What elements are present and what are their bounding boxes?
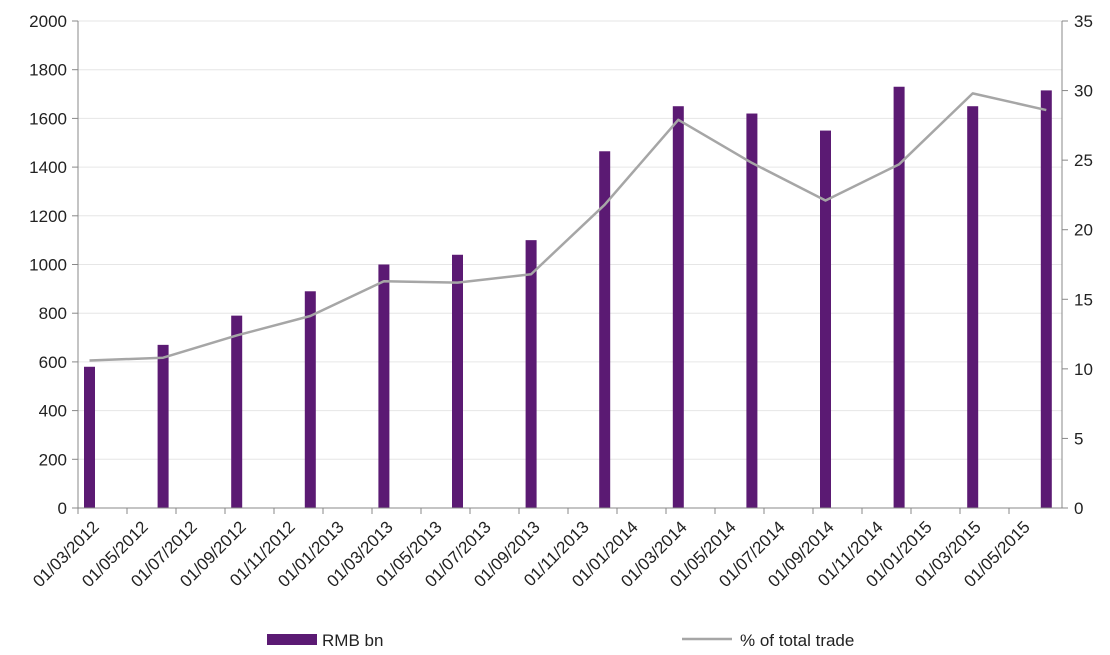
right-tick-label: 25 xyxy=(1074,151,1093,170)
right-tick-label: 5 xyxy=(1074,429,1083,448)
gridlines xyxy=(78,20,1062,460)
legend-item-bar: RMB bn xyxy=(267,631,383,650)
legend: RMB bn % of total trade xyxy=(267,631,854,650)
bar xyxy=(599,151,611,508)
x-axis-ticks: 01/03/201201/05/201201/07/201201/09/2012… xyxy=(29,508,1034,591)
bar xyxy=(1040,90,1052,509)
legend-bar-label: RMB bn xyxy=(322,631,383,650)
left-tick-label: 2000 xyxy=(29,12,67,31)
right-axis-ticks: 0 5 10 15 20 25 30 35 xyxy=(1062,12,1093,518)
left-tick-label: 1400 xyxy=(29,158,67,177)
left-tick-label: 200 xyxy=(39,450,67,469)
bar xyxy=(672,106,684,508)
left-tick-label: 1600 xyxy=(29,109,67,128)
right-tick-label: 0 xyxy=(1074,499,1083,518)
left-tick-label: 1000 xyxy=(29,256,67,275)
right-tick-label: 30 xyxy=(1074,82,1093,101)
right-tick-label: 15 xyxy=(1074,290,1093,309)
right-tick-label: 35 xyxy=(1074,12,1093,31)
bar xyxy=(378,264,390,508)
left-tick-label: 1200 xyxy=(29,207,67,226)
legend-line-label: % of total trade xyxy=(740,631,854,650)
bar xyxy=(893,86,905,509)
bar xyxy=(967,106,979,508)
legend-bar-swatch xyxy=(267,634,317,645)
bar xyxy=(157,344,169,508)
right-tick-label: 10 xyxy=(1074,360,1093,379)
bar xyxy=(820,130,831,508)
bar xyxy=(304,291,316,508)
left-tick-label: 1800 xyxy=(29,61,67,80)
bar xyxy=(452,254,463,508)
left-tick-label: 0 xyxy=(58,499,67,518)
left-tick-label: 800 xyxy=(39,304,67,323)
bar xyxy=(746,113,758,508)
left-axis-ticks: 0 200 400 600 800 1000 1200 1400 1600 1800 2000 xyxy=(29,12,78,518)
left-tick-label: 400 xyxy=(39,402,67,421)
bar-series xyxy=(84,86,1052,509)
right-tick-label: 20 xyxy=(1074,221,1093,240)
left-tick-label: 600 xyxy=(39,353,67,372)
legend-item-line: % of total trade xyxy=(682,631,854,650)
line-series xyxy=(89,92,1047,362)
bar xyxy=(525,240,537,508)
bar xyxy=(231,315,243,508)
bar xyxy=(84,366,95,508)
line-path xyxy=(89,92,1047,362)
